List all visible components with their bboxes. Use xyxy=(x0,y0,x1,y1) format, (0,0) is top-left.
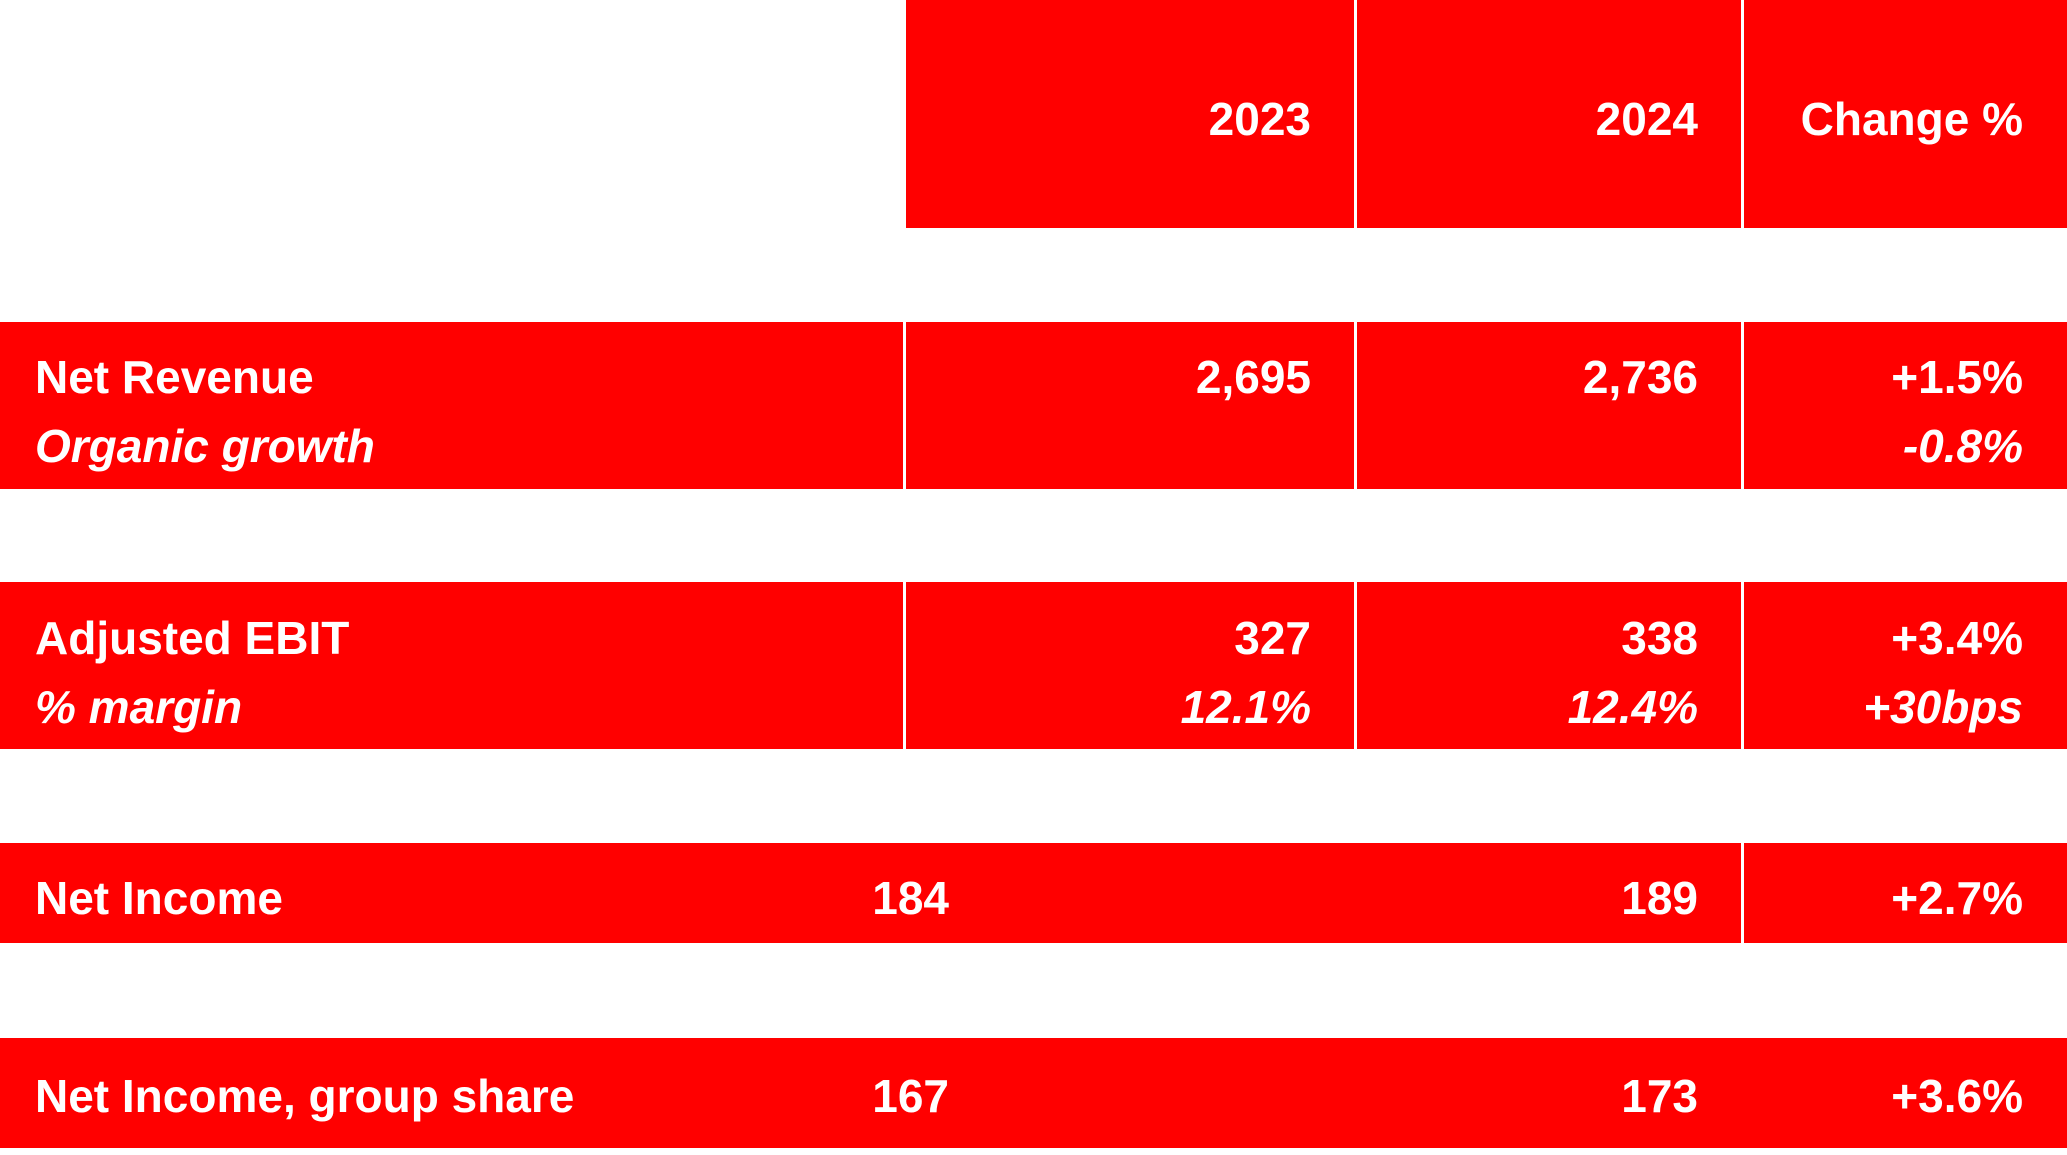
header-cell-change: Change % xyxy=(1744,0,2067,228)
value-sub-2024: 12.4% xyxy=(1567,681,1698,733)
value-2024: 189 xyxy=(1621,872,1698,924)
value-2023: 327 xyxy=(1234,612,1311,664)
row-label: Net Income xyxy=(35,872,283,924)
row-label-cell: Net Revenue Organic growth xyxy=(0,322,903,489)
value-2024: 2,736 xyxy=(1582,351,1698,403)
header-cell-2023: 2023 xyxy=(906,0,1354,228)
value-2023: 2,695 xyxy=(1195,351,1311,403)
row-change-cell: +1.5% -0.8% xyxy=(1744,322,2067,489)
value-2024: 173 xyxy=(1621,1070,1698,1122)
row-label: Adjusted EBIT xyxy=(35,612,350,664)
value-sub-change: +30bps xyxy=(1863,681,2023,733)
value-2024: 338 xyxy=(1621,612,1698,664)
row-change-cell: +2.7% xyxy=(1744,843,2067,943)
row-sublabel: % margin xyxy=(35,681,243,733)
value-2023: 167 xyxy=(872,1070,949,1122)
row-sublabel: Organic growth xyxy=(35,420,375,472)
header-cell-2024: 2024 xyxy=(1357,0,1741,228)
value-2023: 184 xyxy=(872,872,949,924)
value-change: +3.6% xyxy=(1891,1070,2023,1122)
row-value-2024-cell: 2,736 xyxy=(1357,322,1741,489)
header-2024: 2024 xyxy=(1595,93,1698,145)
header-2023: 2023 xyxy=(1208,93,1311,145)
row-value-2023-cell: 327 12.1% xyxy=(906,582,1354,749)
row-full-cell: Net Income, group share 167 173 +3.6% xyxy=(0,1038,2067,1148)
header-change: Change % xyxy=(1800,93,2023,145)
value-change: +2.7% xyxy=(1891,872,2023,924)
row-label-value-cell: Net Income 184 189 xyxy=(0,843,1741,943)
row-label: Net Income, group share xyxy=(35,1070,575,1122)
value-sub-change: -0.8% xyxy=(1902,420,2023,472)
value-sub-2023: 12.1% xyxy=(1180,681,1311,733)
row-label: Net Revenue xyxy=(35,351,314,403)
row-value-2024-cell: 338 12.4% xyxy=(1357,582,1741,749)
value-change: +1.5% xyxy=(1891,351,2023,403)
value-change: +3.4% xyxy=(1891,612,2023,664)
row-value-2023-cell: 2,695 xyxy=(906,322,1354,489)
row-label-cell: Adjusted EBIT % margin xyxy=(0,582,903,749)
row-change-cell: +3.4% +30bps xyxy=(1744,582,2067,749)
